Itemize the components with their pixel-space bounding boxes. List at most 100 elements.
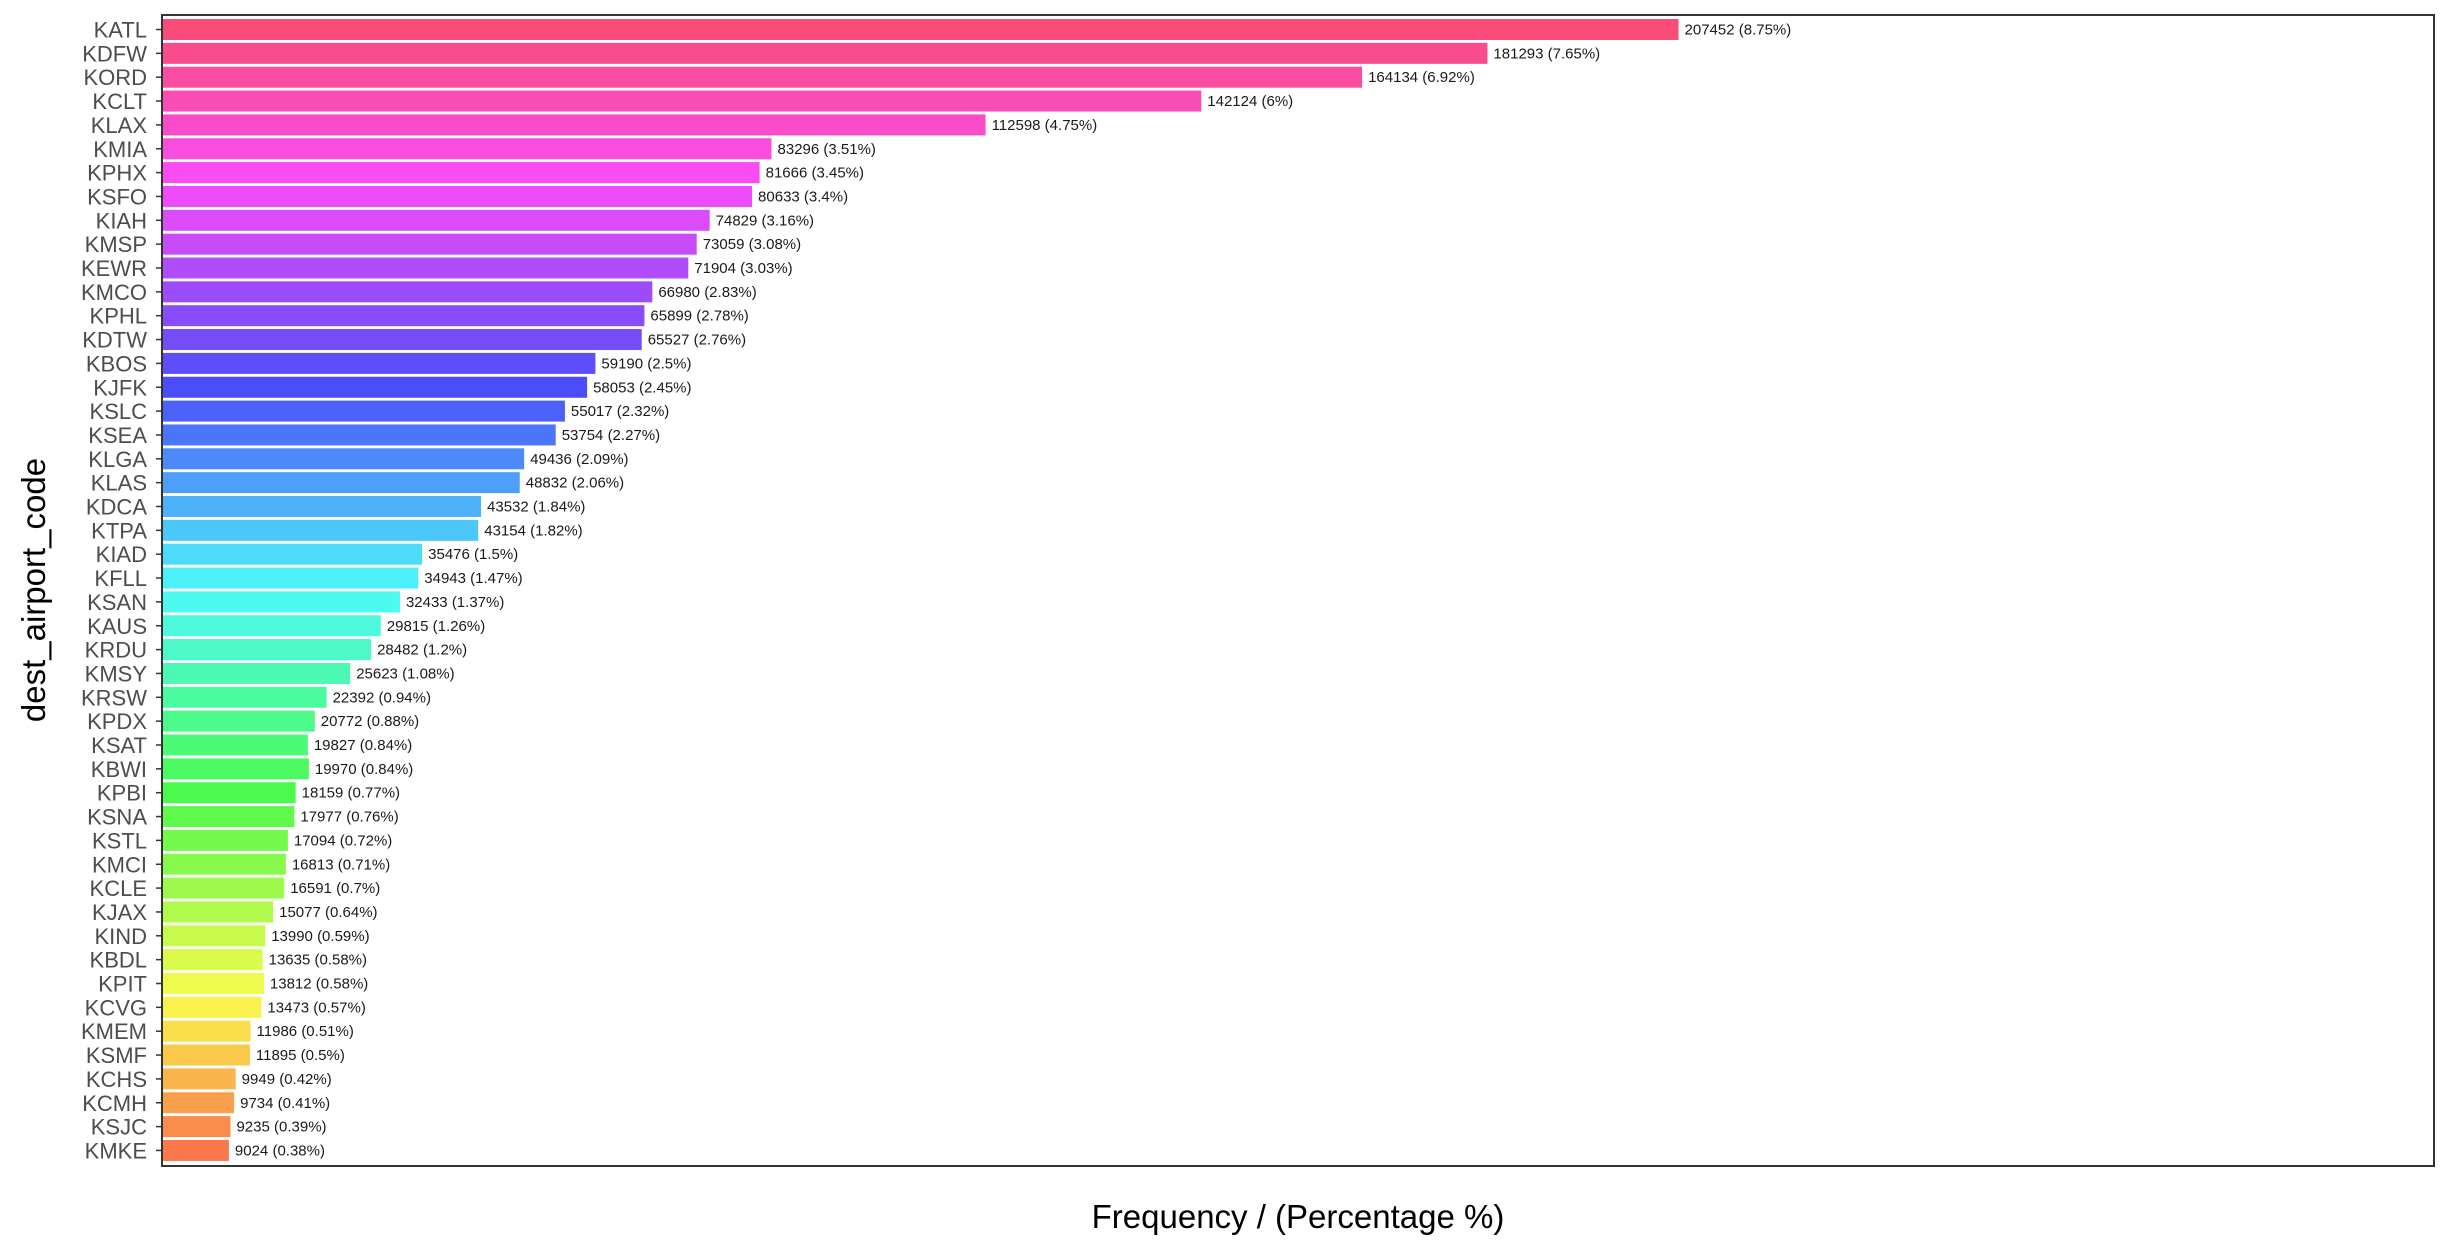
bar-ksan: [163, 591, 400, 613]
bar-value-label-kcvg: 13473 (0.57%): [267, 999, 365, 1016]
y-tick-label-ktpa: KTPA: [91, 518, 147, 543]
bar-value-label-kphx: 81666 (3.45%): [766, 165, 864, 182]
y-tick-label-kiad: KIAD: [96, 542, 147, 567]
y-tick-label-kbos: KBOS: [86, 351, 147, 376]
y-tick-label-kjax: KJAX: [92, 900, 147, 925]
y-tick-label-kind: KIND: [94, 924, 147, 949]
y-tick-label-kmsp: KMSP: [85, 232, 147, 257]
y-tick-label-ksna: KSNA: [87, 805, 147, 830]
y-tick-label-krdu: KRDU: [85, 638, 147, 663]
y-tick-label-kmco: KMCO: [81, 280, 147, 305]
bar-ksna: [163, 806, 295, 828]
y-tick-label-kmem: KMEM: [81, 1019, 147, 1044]
bar-kcvg: [163, 996, 262, 1018]
bar-katl: [163, 19, 1679, 40]
y-tick-label-kiah: KIAH: [96, 208, 147, 233]
bar-ksea: [163, 424, 556, 446]
bar-kmci: [163, 853, 286, 875]
y-tick-label-krsw: KRSW: [81, 685, 147, 710]
bar-ktpa: [163, 519, 479, 541]
bar-value-label-kiad: 35476 (1.5%): [428, 546, 518, 563]
bar-value-label-kpdx: 20772 (0.88%): [321, 713, 419, 730]
y-tick-label-kpbi: KPBI: [97, 781, 147, 806]
y-tick-label-kdtw: KDTW: [82, 328, 147, 353]
bar-value-label-kind: 13990 (0.59%): [271, 928, 369, 945]
bar-kewr: [163, 257, 689, 279]
bar-kmia: [163, 138, 772, 160]
bar-value-label-ksjc: 9235 (0.39%): [236, 1119, 326, 1136]
bar-value-label-kslc: 55017 (2.32%): [571, 403, 669, 420]
bar-value-label-krdu: 28482 (1.2%): [377, 642, 467, 659]
y-tick-label-kmia: KMIA: [93, 137, 147, 162]
bar-klga: [163, 448, 525, 470]
bar-kjax: [163, 901, 274, 923]
bar-kstl: [163, 829, 288, 851]
bar-value-label-kpbi: 18159 (0.77%): [302, 785, 400, 802]
bar-kmsy: [163, 662, 351, 684]
bar-kdtw: [163, 329, 642, 351]
y-tick-label-kpit: KPIT: [98, 972, 147, 997]
bar-kind: [163, 925, 266, 947]
y-tick-label-kphl: KPHL: [90, 304, 147, 329]
bar-kcle: [163, 877, 285, 899]
y-tick-label-kfll: KFLL: [94, 566, 147, 591]
bar-kclt: [163, 90, 1202, 112]
bar-kbdl: [163, 949, 263, 971]
bar-value-label-kcle: 16591 (0.7%): [290, 880, 380, 897]
bar-ksat: [163, 734, 308, 756]
y-tick-label-kphx: KPHX: [87, 161, 147, 186]
bar-value-label-kmco: 66980 (2.83%): [658, 284, 756, 301]
bar-kdfw: [163, 42, 1488, 64]
bar-value-label-kstl: 17094 (0.72%): [294, 832, 392, 849]
bar-value-label-kchs: 9949 (0.42%): [242, 1071, 332, 1088]
y-axis-title: dest_airport_code: [15, 458, 52, 722]
bar-kmem: [163, 1020, 251, 1042]
bar-value-label-kbwi: 19970 (0.84%): [315, 761, 413, 778]
y-tick-label-klas: KLAS: [91, 471, 147, 496]
y-tick-label-kclt: KCLT: [92, 89, 147, 114]
bar-klas: [163, 472, 520, 494]
bar-ksfo: [163, 185, 753, 207]
bar-value-label-kmsy: 25623 (1.08%): [356, 665, 454, 682]
bar-kslc: [163, 400, 565, 422]
bar-value-label-kdca: 43532 (1.84%): [487, 499, 585, 516]
bar-kpbi: [163, 782, 296, 804]
y-tick-label-kmsy: KMSY: [85, 661, 148, 686]
bar-kbos: [163, 352, 596, 374]
y-tick-label-ksan: KSAN: [87, 590, 147, 615]
bar-kmsp: [163, 233, 697, 255]
bar-value-label-ksea: 53754 (2.27%): [562, 427, 660, 444]
y-tick-label-klax: KLAX: [91, 113, 148, 138]
bar-value-label-katl: 207452 (8.75%): [1685, 22, 1792, 39]
y-tick-label-klga: KLGA: [88, 447, 147, 472]
bar-klax: [163, 114, 986, 136]
bar-value-label-ksmf: 11895 (0.5%): [256, 1047, 345, 1064]
y-tick-label-kcmh: KCMH: [82, 1091, 147, 1116]
bar-value-label-kmem: 11986 (0.51%): [257, 1023, 354, 1040]
y-tick-label-kcle: KCLE: [90, 876, 147, 901]
bar-value-label-kjax: 15077 (0.64%): [279, 904, 377, 921]
y-tick-label-kdca: KDCA: [86, 495, 147, 520]
bar-value-label-kcmh: 9734 (0.41%): [240, 1095, 330, 1112]
bar-value-label-kfll: 34943 (1.47%): [424, 570, 522, 587]
y-tick-label-ksmf: KSMF: [86, 1043, 147, 1068]
bar-value-label-kbdl: 13635 (0.58%): [269, 952, 367, 969]
bar-kiah: [163, 209, 710, 231]
bar-value-label-ksan: 32433 (1.37%): [406, 594, 504, 611]
bar-value-label-ksat: 19827 (0.84%): [314, 737, 412, 754]
bar-value-label-kmsp: 73059 (3.08%): [703, 236, 801, 253]
y-tick-label-ksfo: KSFO: [87, 184, 147, 209]
y-tick-label-kcvg: KCVG: [85, 995, 147, 1020]
bar-value-label-kaus: 29815 (1.26%): [387, 618, 485, 635]
bar-value-label-klas: 48832 (2.06%): [526, 475, 624, 492]
bar-kpdx: [163, 710, 315, 732]
bar-krdu: [163, 639, 372, 661]
bar-value-label-kdfw: 181293 (7.65%): [1493, 45, 1600, 62]
bar-value-label-kdtw: 65527 (2.76%): [648, 332, 746, 349]
y-tick-label-kbdl: KBDL: [90, 948, 147, 973]
bar-value-label-krsw: 22392 (0.94%): [333, 689, 431, 706]
bar-value-label-kmke: 9024 (0.38%): [235, 1142, 325, 1159]
bar-value-label-kjfk: 58053 (2.45%): [593, 379, 691, 396]
bar-value-label-kmia: 83296 (3.51%): [778, 141, 876, 158]
bar-value-label-ksfo: 80633 (3.4%): [758, 188, 848, 205]
